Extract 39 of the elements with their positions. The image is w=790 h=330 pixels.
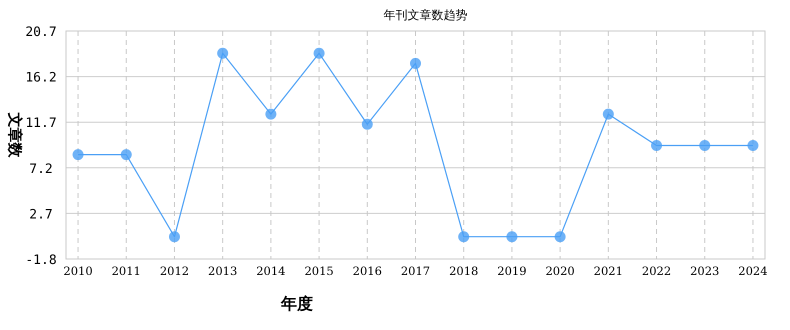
point [602,108,614,120]
point [362,118,373,130]
x-tick-label: 2011 [112,264,141,278]
y-tick-label: -1.8 [25,253,57,268]
y-tick-label: 11.7 [25,116,57,132]
x-tick-label: 2021 [594,264,623,278]
x-tick-label: 2019 [497,264,527,278]
point [651,140,662,152]
y-tick-label: 16.2 [25,70,57,86]
point [217,48,228,59]
y-axis-title: 文章数 [6,112,24,158]
point [168,231,180,242]
point [554,231,566,242]
y-tick-label: 20.7 [25,25,57,40]
y-tick-label: 7.2 [29,162,53,177]
point [265,108,276,120]
x-tick-label: 2013 [208,264,238,278]
point [506,231,518,242]
x-tick-label: 2015 [304,264,334,278]
point [314,48,325,59]
x-tick-label: 2016 [352,264,382,278]
point [72,149,84,160]
point [747,140,758,152]
x-tick-label: 2014 [256,264,286,278]
chart-title: 年刊文章数趋势 [384,8,468,22]
x-tick-label: 2010 [63,264,93,278]
point [699,140,710,152]
y-tick-label: 2.7 [29,207,53,222]
point [458,231,470,242]
x-tick-label: 2023 [690,264,720,278]
x-tick-label: 2012 [160,264,190,278]
point [410,58,421,69]
x-axis-title: 年度 [280,294,313,313]
x-tick-label: 2022 [642,264,672,278]
x-tick-label: 2024 [738,264,768,278]
point [120,149,132,160]
x-tick-label: 2017 [400,264,430,278]
x-tick-label: 2020 [545,264,575,278]
x-tick-label: 2018 [449,264,478,278]
